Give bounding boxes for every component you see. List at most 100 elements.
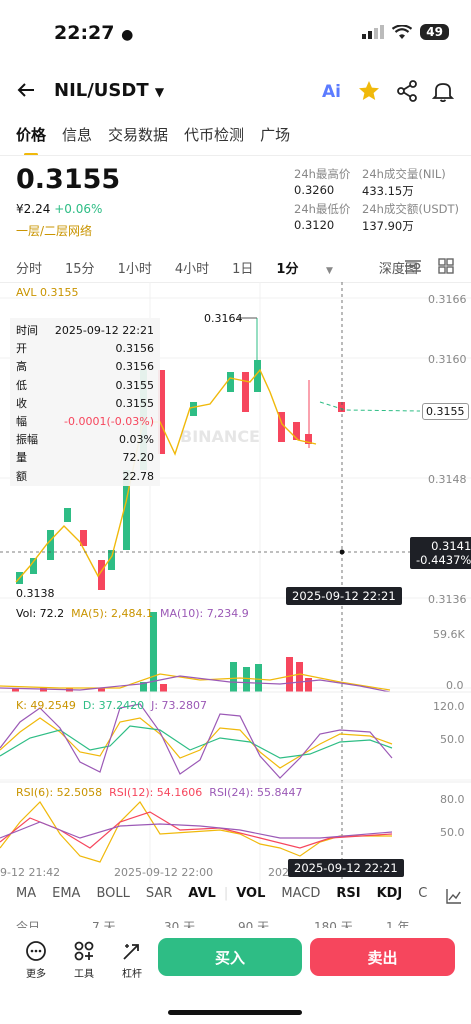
last-price-tag: 0.3155 xyxy=(422,403,469,420)
rsi24-line xyxy=(0,821,393,839)
network-link[interactable]: 一层/二层网络 xyxy=(16,224,93,238)
share-icon[interactable] xyxy=(396,80,418,102)
kdj-k-line xyxy=(0,717,393,769)
volume-bar xyxy=(255,664,262,692)
tf-1d[interactable]: 1日 xyxy=(232,262,254,277)
volume-bar xyxy=(160,684,167,692)
tab-square[interactable]: 广场 xyxy=(260,126,291,144)
signal-icon xyxy=(362,25,385,39)
vol-legend: Vol: 72.2 MA(5): 2,484.1 MA(10): 7,234.9 xyxy=(16,607,249,620)
battery-indicator: 49 xyxy=(420,24,449,40)
tools-button[interactable]: 工具 xyxy=(70,940,98,980)
more-button[interactable]: 更多 xyxy=(22,940,50,980)
ind-ema[interactable]: EMA xyxy=(52,886,81,901)
candle-tooltip: 时间 2025-09-12 22:21 开 0.3156 高 0.3156 低 0.31… xyxy=(10,318,160,486)
crosshair-dot xyxy=(339,549,345,555)
kdj-tick: 50.0 xyxy=(440,733,465,746)
vol-ma5-line xyxy=(0,673,391,691)
tab-trade-data[interactable]: 交易数据 xyxy=(108,126,169,144)
amount-value: 137.90万 xyxy=(362,219,414,233)
tab-token-check[interactable]: 代币检测 xyxy=(184,126,245,144)
ind-avl[interactable]: AVL xyxy=(188,886,216,901)
volume-bars xyxy=(12,612,312,692)
avl-line xyxy=(15,368,317,583)
high-marker-label: 0.3164 xyxy=(204,312,243,325)
bell-icon[interactable] xyxy=(432,80,454,102)
tf-15m[interactable]: 15分 xyxy=(65,262,95,277)
y-tick: 0.3136 xyxy=(428,593,467,606)
candle xyxy=(108,550,115,570)
tf-1m[interactable]: 1分 ▼ xyxy=(276,262,333,277)
volume-bar xyxy=(12,688,19,692)
kdj-d-line xyxy=(0,725,393,759)
tf-4h[interactable]: 4小时 xyxy=(174,262,210,277)
candle xyxy=(278,412,285,442)
high-label: 24h最高价 xyxy=(294,167,351,181)
tooltip-row: 低 0.3155 xyxy=(16,378,154,392)
x-tick: 202 xyxy=(268,866,289,879)
tab-info[interactable]: 信息 xyxy=(62,126,93,144)
volume-bar xyxy=(305,678,312,692)
ind-kdj[interactable]: KDJ xyxy=(376,886,403,901)
rsi-tick: 80.0 xyxy=(440,793,465,806)
status-time: 22:27 ● xyxy=(54,22,134,44)
ind-boll[interactable]: BOLL xyxy=(96,886,130,901)
candle xyxy=(293,422,300,440)
candle xyxy=(158,370,165,454)
ind-sar[interactable]: SAR xyxy=(145,886,173,901)
ind-rsi[interactable]: RSI xyxy=(336,886,361,901)
candle xyxy=(190,402,197,416)
last-price-line xyxy=(319,401,421,412)
ind-c[interactable]: C xyxy=(418,886,428,901)
kdj-j-line xyxy=(0,703,393,779)
crosshair-price-tag: 0.3141 -0.4437% xyxy=(410,537,471,569)
pair-selector[interactable]: NIL/USDT ▼ xyxy=(54,80,164,101)
home-indicator xyxy=(168,1010,302,1015)
volume-bar xyxy=(98,688,105,692)
bottom-time-tag: 2025-09-12 22:21 xyxy=(288,859,404,877)
tf-1h[interactable]: 1小时 xyxy=(117,262,152,277)
tooltip-row: 高 0.3156 xyxy=(16,360,154,374)
star-icon[interactable] xyxy=(358,80,380,102)
indicator-bar: MA EMA BOLL SAR AVL | VOL MACD RSI KDJ C xyxy=(16,886,428,901)
sell-button[interactable]: 卖出 xyxy=(310,938,455,976)
grid-layout-icon[interactable] xyxy=(438,258,454,274)
crosshair-time-tag: 2025-09-12 22:21 xyxy=(286,587,402,605)
chart-type-icon[interactable] xyxy=(446,888,462,904)
candle xyxy=(305,434,312,444)
x-tick: 9-12 21:42 xyxy=(0,866,61,879)
tooltip-row: 开 0.3156 xyxy=(16,342,154,356)
low-value: 0.3120 xyxy=(294,218,335,232)
volume-bar xyxy=(140,682,147,692)
kline-chart[interactable]: BINANCE xyxy=(0,282,471,882)
candle xyxy=(64,508,71,522)
leverage-button[interactable]: 杠杆 xyxy=(118,940,146,980)
ind-vol[interactable]: VOL xyxy=(236,886,266,901)
buy-button[interactable]: 买入 xyxy=(158,938,302,976)
candle xyxy=(338,402,345,412)
price-sub: ¥2.24 +0.06% xyxy=(16,202,103,216)
tools-icon xyxy=(74,941,94,961)
chart-settings-icon[interactable] xyxy=(404,258,422,274)
volume-bar xyxy=(243,667,250,692)
timeframe-bar: 分时 15分 1小时 4小时 1日 1分 ▼ 深度图 xyxy=(16,258,441,277)
volume-value: 433.15万 xyxy=(362,184,414,198)
candle xyxy=(254,360,261,392)
rsi6-line xyxy=(0,801,392,863)
ai-icon[interactable]: Ai xyxy=(322,82,341,102)
volume-bar xyxy=(230,662,237,692)
rsi-legend: RSI(6): 52.5058 RSI(12): 54.1606 RSI(24)… xyxy=(16,786,303,799)
back-arrow-icon[interactable] xyxy=(16,80,36,100)
candle xyxy=(123,470,130,550)
tab-price[interactable]: 价格 xyxy=(16,126,47,156)
ind-macd[interactable]: MACD xyxy=(281,886,321,901)
wifi-icon xyxy=(392,24,413,39)
vol-ma10-line xyxy=(0,675,391,693)
tf-line[interactable]: 分时 xyxy=(16,262,43,277)
tooltip-row: 振幅 0.03% xyxy=(16,433,154,447)
ind-ma[interactable]: MA xyxy=(16,886,37,901)
candle xyxy=(98,560,105,590)
pair-title: NIL/USDT xyxy=(54,80,149,101)
candle xyxy=(80,530,87,546)
volume-bar xyxy=(296,662,303,692)
